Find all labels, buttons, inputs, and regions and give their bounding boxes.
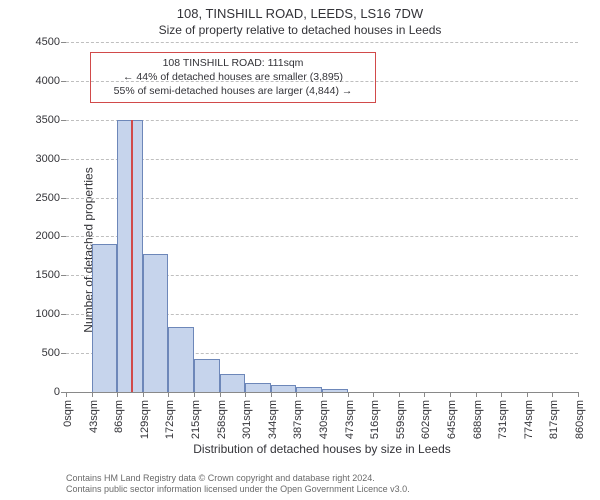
x-tick-label: 774sqm <box>523 400 535 444</box>
histogram-bar <box>220 374 246 392</box>
x-tick-mark <box>527 392 528 397</box>
y-tick-mark <box>61 120 66 121</box>
gridline <box>66 120 578 121</box>
y-tick-label: 2500 <box>20 192 60 204</box>
x-tick-label: 301sqm <box>241 400 253 444</box>
y-tick-mark <box>61 275 66 276</box>
x-tick-label: 344sqm <box>267 400 279 444</box>
x-axis-label: Distribution of detached houses by size … <box>66 442 578 456</box>
y-tick-label: 1000 <box>20 308 60 320</box>
x-tick-mark <box>143 392 144 397</box>
y-tick-label: 500 <box>20 347 60 359</box>
x-tick-label: 602sqm <box>420 400 432 444</box>
x-tick-mark <box>245 392 246 397</box>
x-tick-label: 559sqm <box>395 400 407 444</box>
x-tick-label: 731sqm <box>497 400 509 444</box>
y-tick-label: 3000 <box>20 153 60 165</box>
histogram-bar <box>168 327 194 392</box>
histogram-bar <box>322 389 348 393</box>
chart-footer: Contains HM Land Registry data © Crown c… <box>66 473 410 496</box>
y-tick-mark <box>61 42 66 43</box>
x-tick-mark <box>399 392 400 397</box>
x-tick-label: 516sqm <box>369 400 381 444</box>
y-tick-label: 4000 <box>20 75 60 87</box>
y-tick-label: 4500 <box>20 36 60 48</box>
x-tick-mark <box>296 392 297 397</box>
x-tick-mark <box>578 392 579 397</box>
x-tick-mark <box>220 392 221 397</box>
histogram-bar <box>245 383 271 392</box>
x-tick-mark <box>552 392 553 397</box>
property-size-chart: 108, TINSHILL ROAD, LEEDS, LS16 7DW Size… <box>0 0 600 500</box>
x-tick-mark <box>373 392 374 397</box>
x-tick-mark <box>501 392 502 397</box>
x-tick-mark <box>168 392 169 397</box>
plot-area: 108 TINSHILL ROAD: 111sqm ← 44% of detac… <box>66 42 578 393</box>
annotation-line-3: 55% of semi-detached houses are larger (… <box>97 84 369 98</box>
x-tick-mark <box>117 392 118 397</box>
x-tick-label: 258sqm <box>216 400 228 444</box>
x-tick-label: 817sqm <box>548 400 560 444</box>
x-tick-mark <box>194 392 195 397</box>
gridline <box>66 159 578 160</box>
x-tick-mark <box>424 392 425 397</box>
annotation-box: 108 TINSHILL ROAD: 111sqm ← 44% of detac… <box>90 52 376 103</box>
histogram-bar <box>271 385 297 392</box>
y-tick-label: 1500 <box>20 269 60 281</box>
property-marker-line <box>131 120 133 392</box>
x-tick-mark <box>66 392 67 397</box>
annotation-line-1: 108 TINSHILL ROAD: 111sqm <box>97 56 369 70</box>
x-tick-label: 0sqm <box>62 400 74 444</box>
annotation-line-2: ← 44% of detached houses are smaller (3,… <box>97 70 369 84</box>
x-tick-mark <box>476 392 477 397</box>
y-tick-label: 0 <box>20 386 60 398</box>
x-tick-label: 387sqm <box>292 400 304 444</box>
chart-subtitle: Size of property relative to detached ho… <box>0 21 600 37</box>
histogram-bar <box>117 120 143 392</box>
histogram-bar <box>296 387 322 392</box>
gridline <box>66 42 578 43</box>
gridline <box>66 236 578 237</box>
y-tick-mark <box>61 198 66 199</box>
footer-line-1: Contains HM Land Registry data © Crown c… <box>66 473 410 485</box>
x-tick-label: 473sqm <box>344 400 356 444</box>
x-tick-label: 43sqm <box>88 400 100 444</box>
x-tick-label: 860sqm <box>574 400 586 444</box>
y-tick-label: 3500 <box>20 114 60 126</box>
y-tick-mark <box>61 81 66 82</box>
y-tick-label: 2000 <box>20 230 60 242</box>
y-tick-mark <box>61 314 66 315</box>
gridline <box>66 198 578 199</box>
chart-title: 108, TINSHILL ROAD, LEEDS, LS16 7DW <box>0 0 600 21</box>
x-tick-mark <box>92 392 93 397</box>
x-tick-mark <box>348 392 349 397</box>
x-tick-label: 129sqm <box>139 400 151 444</box>
histogram-bar <box>194 359 220 392</box>
x-tick-mark <box>271 392 272 397</box>
x-tick-label: 430sqm <box>318 400 330 444</box>
x-tick-label: 172sqm <box>164 400 176 444</box>
y-tick-mark <box>61 159 66 160</box>
histogram-bar <box>92 244 118 392</box>
footer-line-2: Contains public sector information licen… <box>66 484 410 496</box>
x-tick-mark <box>322 392 323 397</box>
x-tick-label: 645sqm <box>446 400 458 444</box>
histogram-bar <box>143 254 169 392</box>
y-tick-mark <box>61 236 66 237</box>
x-tick-label: 86sqm <box>113 400 125 444</box>
x-tick-label: 688sqm <box>472 400 484 444</box>
y-tick-mark <box>61 353 66 354</box>
x-tick-mark <box>450 392 451 397</box>
x-tick-label: 215sqm <box>190 400 202 444</box>
